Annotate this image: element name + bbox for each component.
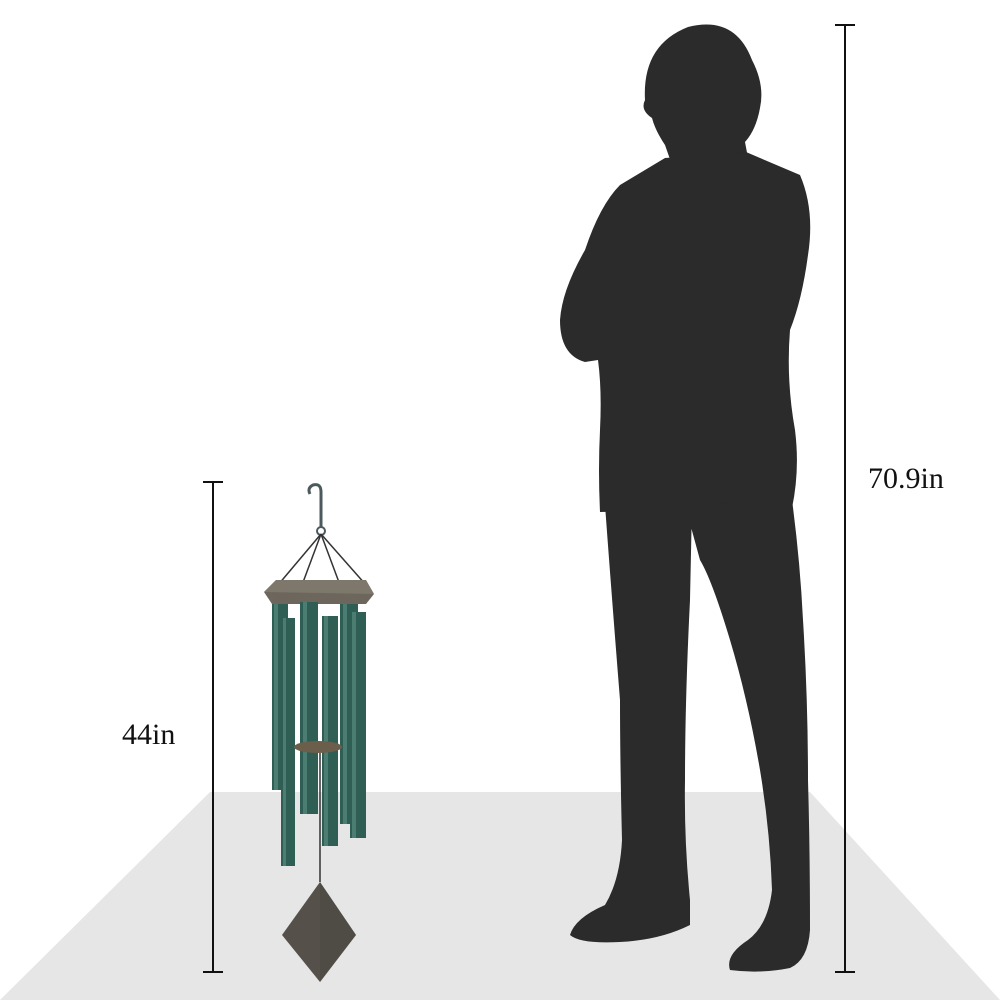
- person-height-label: 70.9in: [868, 462, 944, 495]
- chime-hook: [307, 483, 323, 528]
- chime-striker: [294, 741, 342, 753]
- person-silhouette-icon: [560, 24, 811, 972]
- wind-chime-icon: [264, 483, 374, 982]
- chime-dimension-line: [203, 481, 223, 973]
- person-left-leg: [570, 505, 692, 943]
- floor-plane: [0, 792, 1000, 1000]
- chime-tubes: [272, 602, 366, 866]
- person-head: [643, 24, 762, 169]
- person-torso: [560, 152, 811, 512]
- person-dimension-line: [835, 24, 855, 973]
- chime-height-label: 44in: [122, 718, 176, 751]
- person-right-leg: [685, 500, 810, 972]
- chime-suspension-strings: [277, 533, 367, 586]
